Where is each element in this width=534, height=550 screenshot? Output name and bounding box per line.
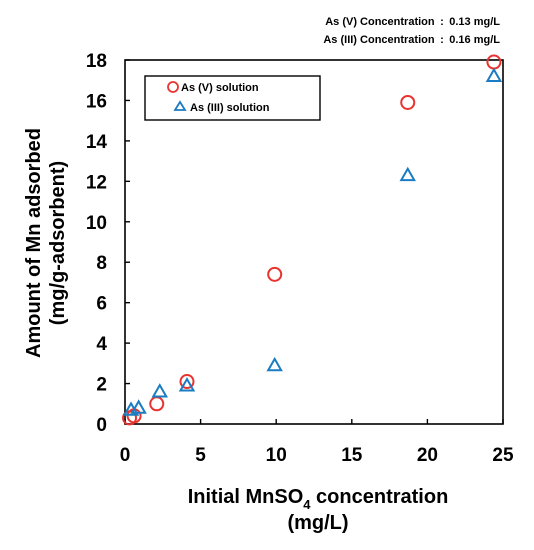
legend-label-as-v: As (V) solution (181, 82, 259, 94)
x-tick-label: 15 (341, 445, 363, 466)
y-tick-label: 8 (96, 253, 107, 274)
x-axis-title-subscript: 4 (303, 497, 311, 512)
x-axis-title: Initial MnSO4 concentration (188, 486, 449, 512)
as-v-data-point (400, 94, 416, 110)
legend-marker-as-iii (173, 100, 187, 111)
as-v-data-point (149, 396, 165, 412)
x-axis-title-main: Initial MnSO (188, 486, 304, 508)
x-tick-label: 20 (417, 445, 438, 466)
as-v-data-point (179, 374, 195, 390)
y-tick-label: 10 (86, 213, 107, 234)
as-v-data-point (486, 54, 502, 70)
y-axis-title-line2: (mg/g-adsorbent) (47, 161, 69, 325)
y-tick-label: 14 (86, 132, 108, 153)
as-iii-data-point (130, 399, 147, 414)
x-tick-label: 5 (195, 445, 206, 466)
as-iii-data-point (266, 356, 283, 372)
as-v-data-point (267, 266, 283, 282)
y-tick-label: 6 (96, 294, 107, 315)
x-axis-unit: (mg/L) (287, 512, 348, 534)
arsenic-v-concentration-note: As (V) Concentration : 0.13 mg/L (325, 16, 500, 28)
x-axis-title-rest: concentration (311, 486, 449, 508)
as-iii-data-point (151, 383, 168, 398)
y-tick-label: 18 (86, 51, 107, 72)
y-tick-label: 16 (86, 91, 107, 112)
y-axis-title-line1: Amount of Mn adsorbed (23, 128, 45, 358)
legend-label-as-iii: As (III) solution (190, 102, 270, 114)
x-tick-label: 25 (492, 445, 514, 466)
data-points (122, 54, 503, 426)
as-iii-data-point (178, 377, 196, 392)
plot-frame (124, 59, 504, 425)
arsenic-iii-concentration-note: As (III) Concentration : 0.16 mg/L (323, 34, 500, 46)
axis-ticks: 0 5 10 15 20 25 0 2 4 6 8 10 12 14 16 18 (86, 51, 514, 466)
legend: As (V) solution As (III) solution (144, 75, 321, 121)
legend-marker-as-v (167, 81, 179, 93)
as-iii-data-point (485, 67, 503, 83)
legend-box (144, 75, 321, 121)
y-tick-label: 2 (96, 375, 107, 396)
x-tick-label: 10 (266, 445, 287, 466)
y-tick-label: 12 (86, 172, 107, 193)
y-tick-label: 4 (96, 334, 107, 355)
as-iii-data-point (399, 166, 416, 182)
y-axis-title: Amount of Mn adsorbed (mg/g-adsorbent) (23, 128, 69, 358)
x-tick-label: 0 (120, 445, 131, 466)
y-tick-label: 0 (96, 415, 107, 436)
as-v-data-point (126, 408, 142, 424)
